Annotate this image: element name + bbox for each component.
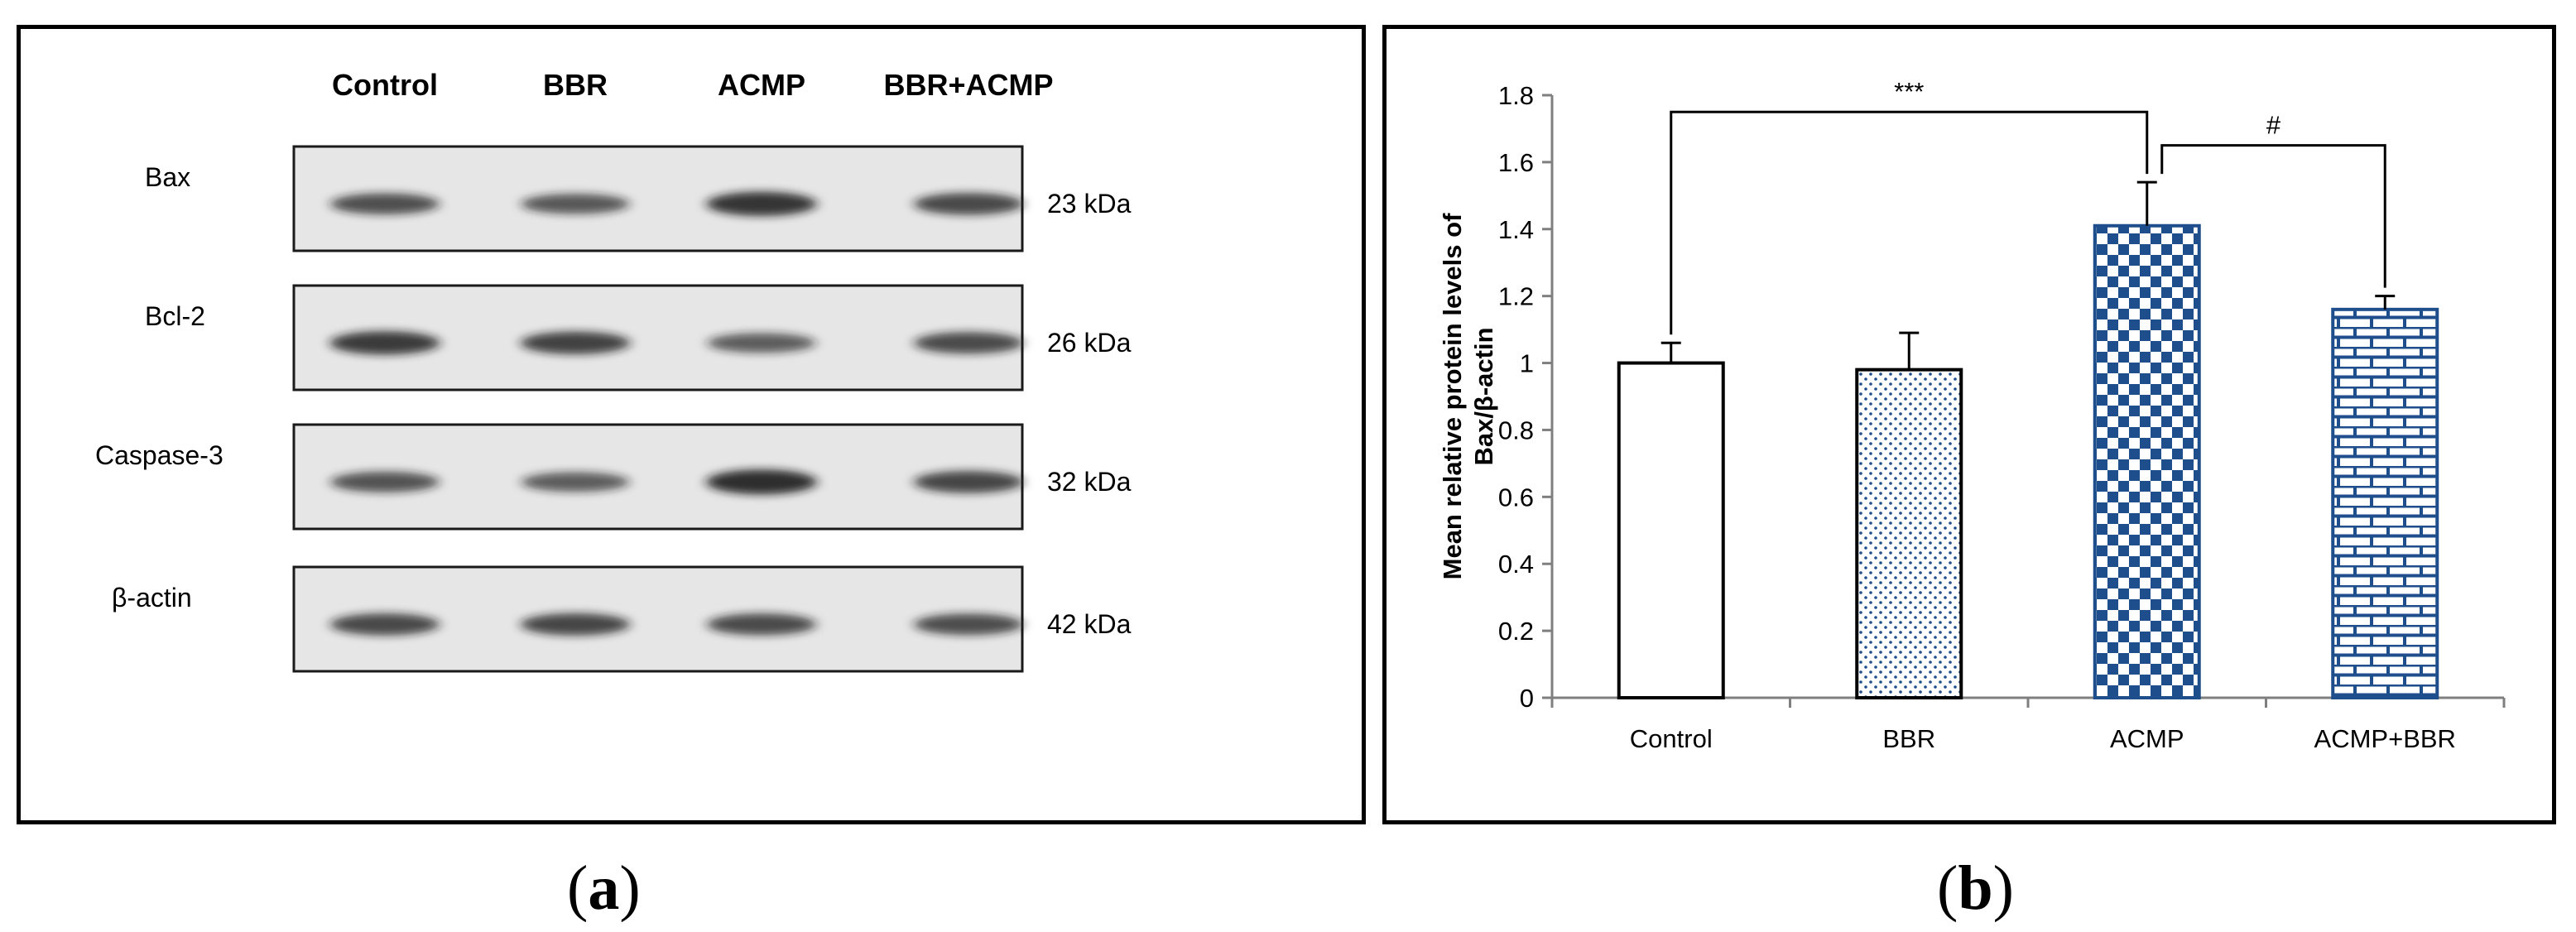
band-0-1 (521, 194, 630, 214)
protein-label-2: Caspase-3 (95, 440, 223, 470)
x-tick-label-3: ACMP+BBR (2314, 724, 2456, 753)
band-2-2 (706, 469, 817, 495)
y-tick-label-2: 0.4 (1498, 550, 1534, 579)
x-tick-label-1: BBR (1882, 724, 1935, 753)
band-1-3 (914, 332, 1023, 354)
bar-0 (1617, 361, 1725, 699)
kda-label-2: 32 kDa (1047, 467, 1132, 497)
y-tick-label-0: 0 (1520, 684, 1534, 713)
band-3-2 (707, 613, 816, 636)
lane-label-3: BBR+ACMP (883, 68, 1053, 102)
significance-label-0: *** (1894, 77, 1924, 106)
bar-2 (2093, 223, 2201, 699)
panel-letter-a: a (588, 853, 620, 923)
band-3-1 (520, 613, 631, 636)
significance-bracket-1 (2160, 144, 2386, 288)
band-2-1 (521, 472, 630, 492)
lane-label-1: BBR (543, 68, 608, 102)
kda-label-0: 23 kDa (1047, 189, 1132, 219)
kda-label-1: 26 kDa (1047, 328, 1132, 358)
panel-b-bar-chart: 0 0.2 0.4 0.6 0.8 1 1.2 1.4 1.6 1.8 Mean relative … (1382, 25, 2556, 824)
significance-label-1: # (2266, 111, 2281, 140)
band-3-0 (330, 613, 440, 636)
band-2-0 (330, 471, 440, 492)
y-tick-label-3: 0.6 (1498, 483, 1534, 512)
panel-letter-b: b (1958, 853, 1993, 923)
x-tick-label-2: ACMP (2110, 724, 2184, 753)
panel-label-b: (b) (1937, 853, 2014, 923)
band-1-0 (329, 331, 440, 355)
protein-label-0: Bax (145, 162, 190, 192)
band-1-1 (520, 331, 631, 355)
western-blot-image: Control BBR ACMP BBR+ACMP Bax 23 kDa Bcl-2 26 k… (95, 68, 1132, 673)
y-axis-label: Mean relative protein levels ofBax/β-act… (1438, 213, 1498, 579)
y-tick-label-8: 1.6 (1498, 148, 1534, 177)
significance-bracket-0 (1670, 110, 2149, 335)
panel-a-western-blot: Control BBR ACMP BBR+ACMP Bax 23 kDa Bcl-2 26 k… (17, 25, 1366, 824)
y-axis-label-line1: Mean relative protein levels of (1438, 213, 1467, 579)
y-tick-label-9: 1.8 (1498, 81, 1534, 110)
bar-1 (1855, 368, 1963, 699)
band-2-3 (913, 470, 1024, 493)
bar-chart: 0 0.2 0.4 0.6 0.8 1 1.2 1.4 1.6 1.8 Mean relative … (1438, 77, 2506, 753)
x-tick-label-0: Control (1630, 724, 1713, 753)
band-1-2 (707, 333, 816, 353)
y-tick-label-4: 0.8 (1498, 416, 1534, 444)
band-3-3 (914, 613, 1023, 636)
bar-3 (2331, 307, 2439, 699)
y-axis-label-line2: Bax/β-actin (1469, 327, 1498, 465)
panel-label-a: (a) (567, 853, 641, 923)
band-0-3 (914, 193, 1023, 215)
lane-label-0: Control (332, 68, 438, 102)
protein-label-3: β-actin (112, 583, 192, 613)
y-tick-label-1: 0.2 (1498, 617, 1534, 646)
y-tick-label-5: 1 (1520, 349, 1534, 378)
y-tick-label-7: 1.4 (1498, 215, 1534, 244)
kda-label-3: 42 kDa (1047, 609, 1132, 639)
band-0-0 (330, 193, 440, 215)
band-0-2 (706, 191, 817, 216)
protein-label-1: Bcl-2 (145, 301, 205, 331)
lane-label-2: ACMP (718, 68, 805, 102)
y-tick-label-6: 1.2 (1498, 282, 1534, 311)
